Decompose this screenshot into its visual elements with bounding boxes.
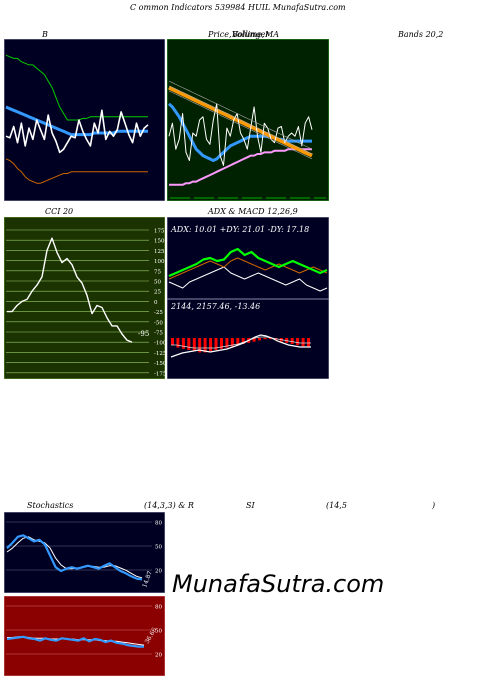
price-envelope-line [168,85,313,155]
cci-tick-label: -150 [154,361,165,367]
cci-tick-label: 0 [154,300,158,306]
macd-histogram-bar [225,338,229,348]
cci-tick-label: 125 [154,249,165,255]
page-title: C ommon Indicators 539984 HUIL MunafaSut… [130,3,346,12]
adx-minus-di-line [168,266,328,292]
macd-histogram-bar [241,338,245,344]
cci-last-value: -95 [138,330,149,338]
macd-histogram-bar [230,338,234,347]
ma-label: MA [265,30,279,39]
stoch-label-5: ) [432,501,436,510]
macd-histogram-bar [220,338,223,349]
adx-plus-di-line [168,257,328,280]
macd-histogram-bar [252,338,256,342]
cci-tick-label: 100 [154,259,165,265]
adx-macd-chart: ADX: 10.01 +DY: 21.01 -DY: 17.18 2144, 2… [167,217,329,379]
macd-histogram-bar [187,338,191,350]
macd-histogram-bar [290,338,294,344]
rsi-tick-label: 50 [155,629,162,635]
cci-label: CCI 20 [45,207,74,216]
macd-histogram-bar [176,338,180,348]
bb-label: B [42,30,48,39]
stoch-tick-label: 80 [155,521,162,527]
macd-histogram-bar [214,338,218,350]
macd-histogram-bar [198,338,202,353]
bands-label: Bands 20,2 [398,30,444,39]
bollinger-price-line [5,109,149,154]
macd-readout: 2144, 2157.46, -13.46 [170,302,260,311]
stoch-label-3: SI [246,501,255,510]
cci-tick-label: -100 [154,341,165,347]
macd-histogram-bar [181,338,185,349]
stoch-label-4: (14,5 [326,501,347,510]
stoch-tick-label: 20 [155,569,162,575]
macd-line [170,334,311,358]
cci-chart: 175 150 125 100 75 50 25 0 -25 -50 -75 -100 -125 -150… [4,217,165,379]
bollinger-chart [4,39,165,201]
stoch-label-2: (14,3,3) & R [144,501,194,510]
bollinger-middle-line [5,105,148,137]
watermark: MunafaSutra.com [172,570,385,598]
cci-tick-label: -50 [154,320,163,326]
price-label: Price, [208,30,232,39]
stoch-label-1: Stochastics [27,501,74,510]
rsi-rsi-line [6,635,144,648]
macd-histogram-bar [274,338,278,341]
macd-histogram-bar [268,338,272,340]
cci-tick-label: -75 [154,331,163,337]
macd-histogram-bar [236,338,240,346]
cci-line [7,237,133,343]
price-envelope-line [168,90,313,160]
macd-histogram-bar [203,338,207,353]
macd-histogram-bar [263,338,267,340]
price-price-line [168,103,313,166]
bollinger-lower-line [5,158,148,184]
rsi-tick-label: 80 [155,605,162,611]
cci-tick-label: 50 [154,280,161,286]
price-ma-thick-line [168,85,313,158]
stoch-tick-label: 50 [155,545,162,551]
macd-histogram-bar [296,338,300,346]
price-ma-chart [167,39,329,201]
cci-tick-label: 150 [154,239,165,245]
volume-label: Volume, [232,30,265,39]
cci-tick-label: -25 [154,310,163,316]
cci-tick-label: -125 [154,351,165,357]
cci-tick-label: 75 [154,269,161,275]
price-envelope-line [168,80,313,150]
cci-tick-label: -175 [154,371,165,377]
macd-signal-line [171,336,311,349]
adx-label: ADX & MACD 12,26,9 [208,207,298,216]
price-pink-line [169,148,312,186]
bollinger-upper-line [5,54,148,121]
macd-histogram-bar [171,338,174,346]
cci-tick-label: 175 [154,229,165,235]
bollinger-label: Bollinger [232,30,270,39]
cci-tick-label: 25 [154,290,161,296]
macd-histogram-bar [209,338,213,352]
price-bb-mid-line [167,102,312,162]
macd-histogram-bar [258,338,261,341]
stoch-k-line [6,534,143,581]
macd-histogram-bar [307,338,310,347]
macd-histogram-bar [301,338,305,347]
rsi-tick-label: 20 [155,653,162,659]
adx-readout: ADX: 10.01 +DY: 21.01 -DY: 17.18 [170,225,309,234]
macd-histogram-bar [192,338,196,352]
adx-adx-line [168,247,328,278]
